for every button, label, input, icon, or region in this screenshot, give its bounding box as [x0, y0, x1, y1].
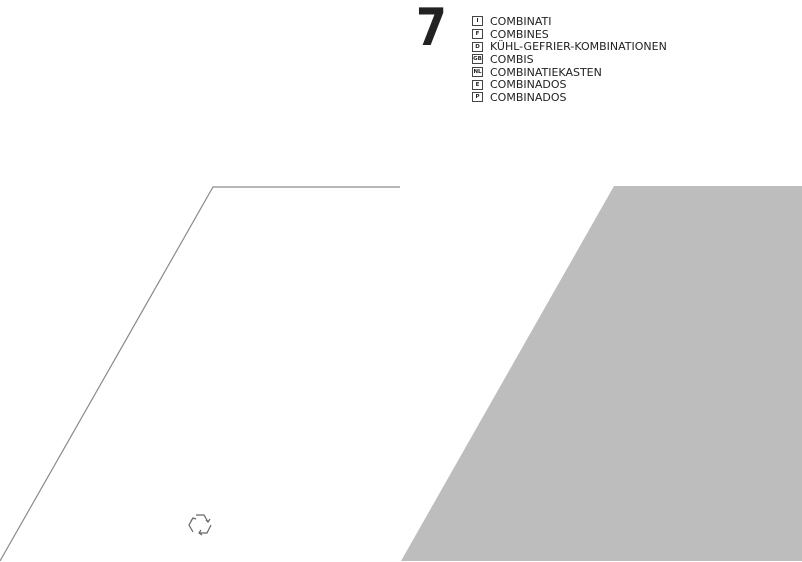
language-title-list: I COMBINATI F COMBINES D KÜHL-GEFRIER-KOMBI… — [472, 15, 667, 104]
language-title: COMBINADOS — [490, 90, 567, 104]
language-title: COMBIS — [490, 52, 534, 66]
language-row: D KÜHL-GEFRIER-KOMBINATIONEN — [472, 40, 667, 53]
language-code-badge: GB — [472, 54, 483, 65]
language-title: COMBINATI — [490, 14, 552, 28]
language-code-badge: P — [472, 92, 483, 103]
recycle-icon — [188, 514, 212, 536]
language-row: F COMBINES — [472, 28, 667, 41]
language-title: COMBINATIEKASTEN — [490, 65, 602, 79]
language-row: GB COMBIS — [472, 53, 667, 66]
language-row: E COMBINADOS — [472, 78, 667, 91]
language-code-badge: NL — [472, 67, 483, 78]
right-gray-panel — [401, 186, 802, 561]
language-title: COMBINADOS — [490, 78, 567, 92]
language-code-badge: E — [472, 79, 483, 90]
language-row: P COMBINADOS — [472, 91, 667, 104]
language-row: I COMBINATI — [472, 15, 667, 28]
chapter-number: 7 — [416, 0, 447, 58]
language-row: NL COMBINATIEKASTEN — [472, 66, 667, 79]
language-title: KÜHL-GEFRIER-KOMBINATIONEN — [490, 40, 667, 54]
language-title: COMBINES — [490, 27, 549, 41]
left-panel-outline — [0, 186, 400, 562]
language-code-badge: I — [472, 16, 483, 27]
language-code-badge: F — [472, 29, 483, 40]
language-code-badge: D — [472, 41, 483, 52]
